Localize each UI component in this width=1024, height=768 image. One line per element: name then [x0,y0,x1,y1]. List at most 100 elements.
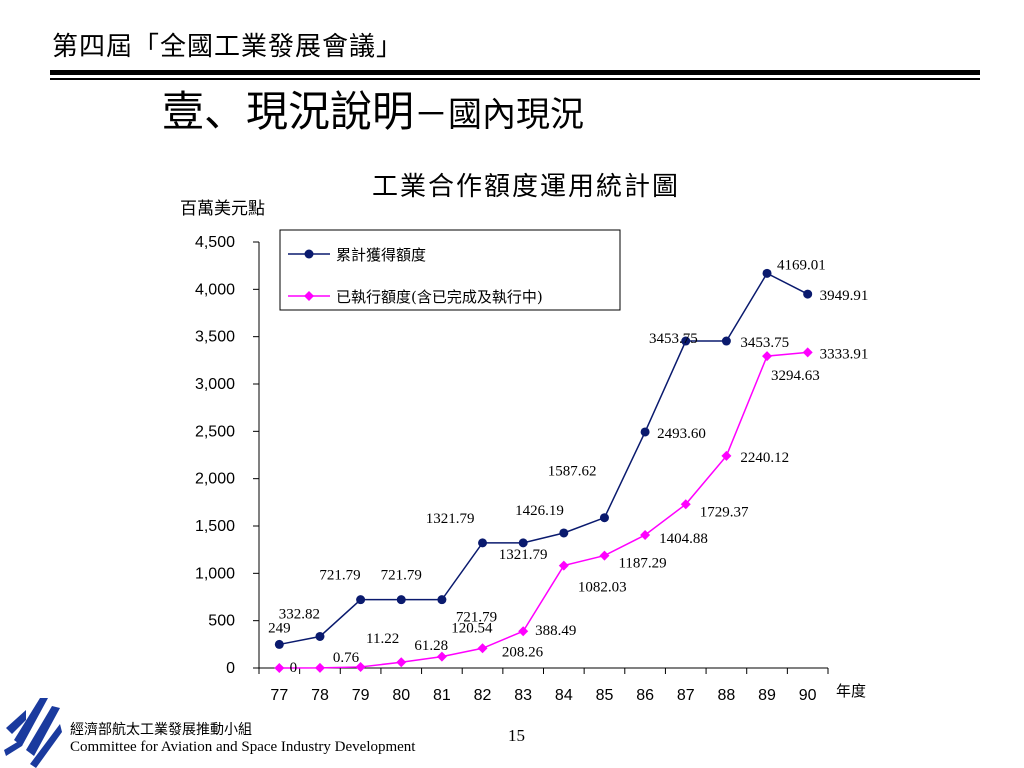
executed-data-point [640,530,651,541]
executed-data-label: 1404.88 [659,531,708,547]
cumulative-data-label: 1426.19 [515,503,564,519]
legend-label: 已執行額度(含已完成及執行中) [336,288,543,306]
executed-data-label: 1729.37 [700,504,749,520]
executed-data-label: 2240.12 [740,450,789,466]
y-tick-label: 3,000 [195,376,235,393]
y-tick-label: 500 [208,613,235,630]
x-tick-label: 83 [514,687,532,704]
cumulative-data-point [762,268,772,278]
executed-data-point [721,450,732,461]
cumulative-data-point [640,427,650,437]
x-tick-label: 82 [474,687,492,704]
executed-data-label: 0 [290,660,298,676]
cumulative-series-line [279,272,809,646]
heading-sub: 國內現況 [448,95,585,135]
x-tick-label: 86 [636,687,654,704]
executed-data-point [599,550,610,561]
x-tick-label: 84 [555,687,573,704]
executed-data-label: 11.22 [366,631,399,647]
legend-label: 累計獲得額度 [336,246,426,264]
executed-data-point [274,663,285,673]
footer-org-english: Committee for Aviation and Space Industr… [70,739,416,755]
executed-data-point [680,499,691,510]
executed-data-label: 61.28 [414,638,448,654]
executed-data-point [802,347,813,358]
executed-data-label: 3333.91 [820,346,869,362]
x-tick-label: 85 [596,687,614,704]
cumulative-data-point [681,336,691,346]
executed-data-point [355,661,366,672]
x-tick-label: 79 [352,687,370,704]
cumulative-data-label: 3949.91 [820,288,869,304]
x-tick-label: 90 [799,687,817,704]
heading-main: 壹、現況說明 [162,87,415,136]
header-rule-thick [50,70,980,75]
cumulative-data-label: 2493.60 [657,426,706,442]
cumulative-data-label: 1321.79 [499,547,548,563]
legend-box [279,229,621,311]
executed-data-point [518,626,529,637]
heading-dash: － [414,95,449,135]
cumulative-data-label: 721.79 [319,568,360,584]
x-tick-label: 89 [758,687,776,704]
cumulative-data-point [356,595,366,605]
y-tick-label: 4,500 [195,234,235,251]
cumulative-data-point [478,538,488,548]
x-tick-label: 78 [311,687,329,704]
cumulative-data-point [721,336,731,346]
executed-data-label: 1187.29 [618,556,666,572]
cumulative-data-point [803,289,813,299]
legend-marker [304,291,314,301]
y-tick-label: 1,000 [195,565,235,582]
cumulative-data-label: 3453.75 [740,335,789,351]
footer-org-chinese: 經濟部航太工業發展推動小組 [70,722,252,738]
x-tick-label: 87 [677,687,695,704]
y-tick-label: 2,000 [195,471,235,488]
cumulative-data-label: 3453.75 [649,331,698,347]
cumulative-data-point [518,538,528,548]
cumulative-data-point [396,595,406,605]
x-tick-label: 88 [717,687,735,704]
legend-marker [304,249,314,259]
chart-title: 工業合作額度運用統計圖 [372,172,681,202]
cumulative-data-point [599,513,609,523]
cumulative-data-label: 4169.01 [777,257,826,273]
cumulative-data-label: 249 [268,620,291,636]
cumulative-data-point [315,631,325,641]
executed-data-label: 1082.03 [578,580,627,596]
cumulative-data-label: 332.82 [279,606,320,622]
executed-data-point [314,662,325,673]
cumulative-data-point [559,528,569,538]
executed-data-label: 388.49 [535,623,576,639]
x-tick-label: 80 [392,687,410,704]
executed-data-label: 3294.63 [771,368,820,384]
x-tick-label: 77 [270,687,288,704]
executed-series-line [279,351,808,669]
cumulative-data-point [274,639,284,649]
y-tick-label: 1,500 [195,518,235,535]
cumulative-data-label: 721.79 [381,568,422,584]
y-tick-label: 4,000 [195,281,235,298]
y-tick-label: 0 [226,660,235,677]
slide-heading: 壹、現況說明－國內現況 [162,84,584,143]
y-tick-label: 2,500 [195,423,235,440]
executed-data-label: 208.26 [502,644,544,660]
cumulative-data-label: 1587.62 [548,464,597,480]
x-axis-label: 年度 [836,682,866,700]
cumulative-data-label: 721.79 [456,610,497,626]
executed-data-label: 0.76 [333,650,360,666]
executed-data-point [558,560,569,571]
executed-data-point [436,651,447,662]
y-tick-label: 3,500 [195,329,235,346]
header-rule-thin [50,78,980,80]
conference-title: 第四屆「全國工業發展會議」 [52,32,404,62]
executed-data-point [396,657,407,668]
y-axis-unit-label: 百萬美元點 [180,199,265,219]
cumulative-data-label: 1321.79 [426,511,475,527]
x-tick-label: 81 [433,687,451,704]
committee-logo-icon [4,698,62,768]
executed-data-label: 120.54 [451,621,493,637]
page-number: 15 [508,726,525,745]
cumulative-data-point [437,595,447,605]
